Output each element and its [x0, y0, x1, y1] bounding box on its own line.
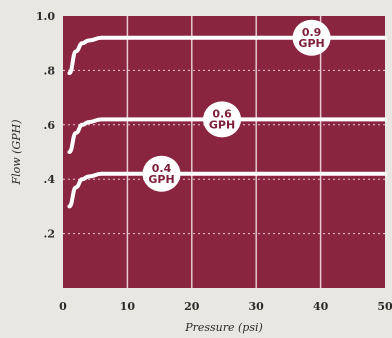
x-tick-label: 10: [120, 300, 136, 313]
x-tick-label: 50: [377, 300, 392, 313]
x-tick-label: 20: [184, 300, 200, 313]
series-line: [67, 35, 387, 76]
y-tick-label: 1.0: [36, 10, 55, 23]
y-tick-label: .4: [44, 173, 56, 186]
series-label-text: GPH: [148, 173, 174, 186]
badge-circle: [142, 155, 181, 192]
y-tick-label: .2: [44, 228, 55, 241]
x-axis-ticks: 0 10 20 30 40 50: [59, 300, 392, 313]
x-tick-label: 40: [313, 300, 329, 313]
badge-circle: [203, 101, 242, 138]
y-tick-label: .8: [44, 64, 56, 77]
series-label-text: 0.9: [302, 26, 322, 39]
plot-area: [63, 16, 385, 288]
y-axis-ticks: .2 .4 .6 .8 1.0: [36, 10, 55, 241]
series-label-text: GPH: [298, 37, 324, 50]
x-tick-label: 0: [59, 300, 67, 313]
series-label-text: GPH: [209, 118, 235, 131]
series-line: [67, 171, 387, 209]
series-label-text: 0.4: [152, 162, 172, 175]
y-axis-title: Flow (GPH): [10, 119, 23, 185]
y-tick-label: .6: [44, 119, 56, 132]
x-tick-label: 30: [249, 300, 265, 313]
badge-circle: [292, 19, 331, 56]
x-axis-title: Pressure (psi): [184, 321, 263, 334]
series-label-text: 0.6: [212, 107, 232, 120]
